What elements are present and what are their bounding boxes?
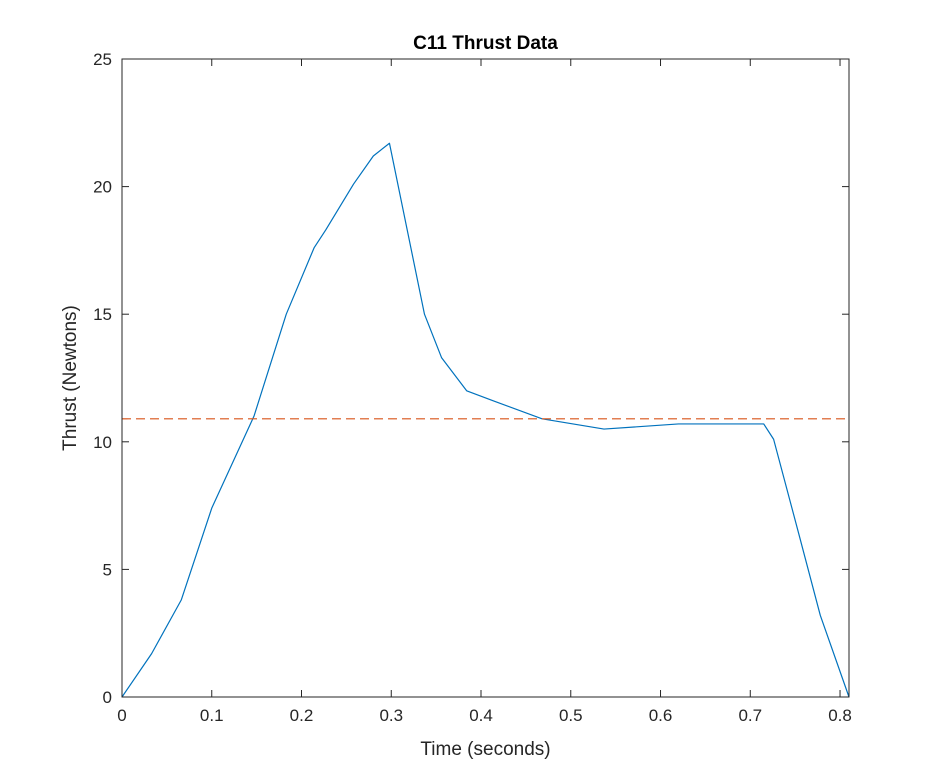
x-tick-label: 0.3 [379,706,403,725]
y-tick-label: 25 [93,50,112,69]
y-tick-label: 15 [93,305,112,324]
y-axis-label: Thrust (Newtons) [60,305,81,451]
series-layer [121,142,850,698]
x-tick-label: 0 [117,706,126,725]
y-ticks: 0 5 10 15 20 25 [93,50,849,707]
x-tick-label: 0.1 [200,706,224,725]
series-line-1 [121,142,850,698]
x-tick-label: 0.6 [649,706,673,725]
x-axis-label: Time (seconds) [420,739,550,760]
x-tick-label: 0.4 [469,706,493,725]
x-tick-label: 0.8 [828,706,852,725]
y-tick-label: 0 [103,688,112,707]
y-tick-label: 5 [103,560,112,579]
y-tick-label: 10 [93,433,112,452]
axes-box [121,58,850,698]
y-tick-label: 20 [93,178,112,197]
chart-title: C11 Thrust Data [413,33,558,54]
plot-area [122,59,849,697]
x-tick-label: 0.7 [738,706,762,725]
x-ticks: 0 0.1 0.2 0.3 0.4 0.5 0.6 0.7 0.8 [117,59,852,725]
x-tick-label: 0.5 [559,706,583,725]
x-tick-label: 0.2 [290,706,314,725]
